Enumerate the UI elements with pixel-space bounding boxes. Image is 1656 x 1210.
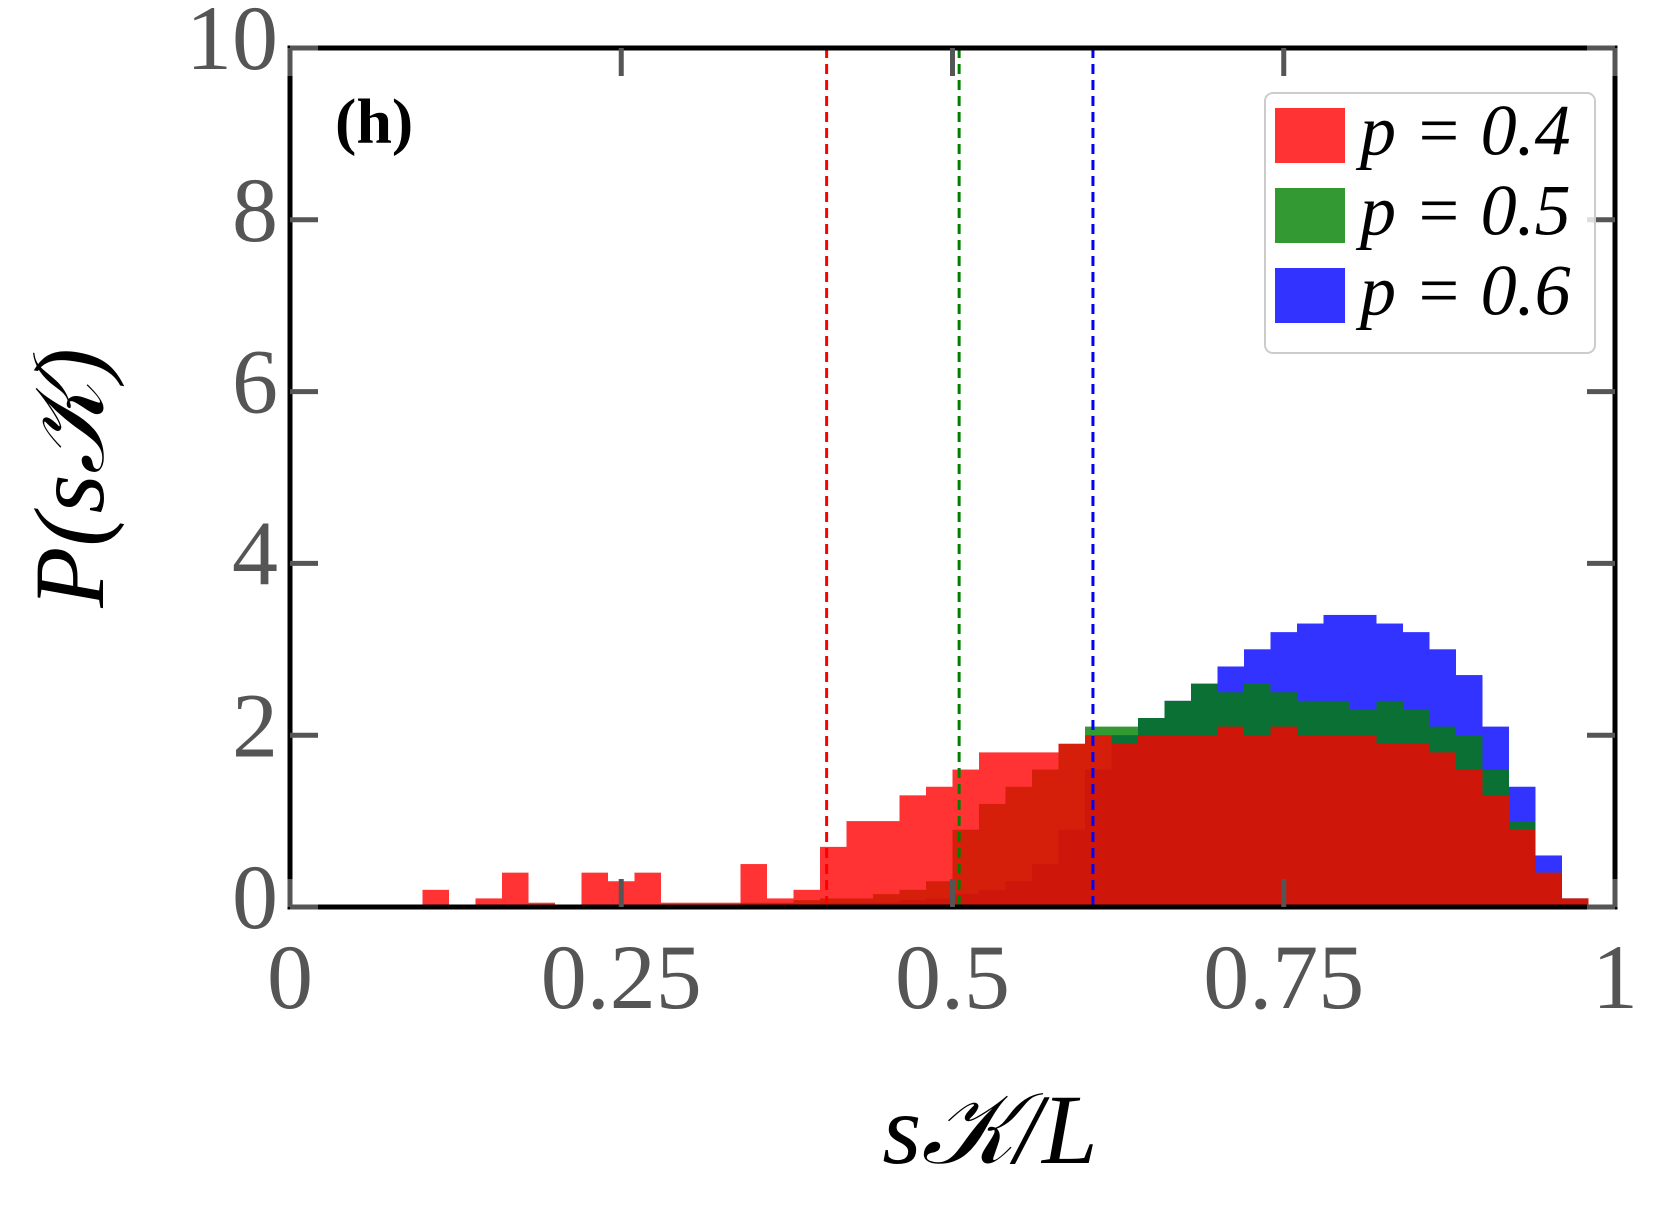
histogram-bar	[1429, 752, 1456, 907]
y-tick-label: 10	[186, 0, 278, 89]
legend-label: p = 0.5	[1355, 171, 1571, 251]
x-tick-label: 0.25	[541, 926, 702, 1028]
y-tick-label: 8	[232, 159, 278, 261]
legend-swatch	[1275, 268, 1345, 323]
histogram-bar	[1323, 735, 1350, 907]
histogram-bar	[1509, 829, 1536, 907]
histogram-bar	[820, 846, 847, 907]
legend-swatch	[1275, 188, 1345, 243]
histogram-bar	[873, 821, 900, 907]
histogram-bar	[1535, 872, 1562, 907]
y-tick-label: 0	[232, 846, 278, 948]
histogram-bar	[1217, 726, 1244, 907]
histogram-bar	[1562, 898, 1589, 907]
histogram-bar	[1403, 743, 1430, 907]
histogram-bar	[1138, 735, 1165, 907]
histogram-bar	[979, 752, 1006, 907]
histogram-bar	[502, 872, 529, 907]
histogram-bar	[767, 898, 794, 907]
histogram-bar	[1244, 735, 1271, 907]
histogram-bar	[1270, 726, 1297, 907]
annotation: (h)	[335, 86, 413, 157]
x-tick-label: 1	[1592, 926, 1638, 1028]
histogram-bar	[1482, 795, 1509, 907]
histogram-bar	[581, 872, 608, 907]
legend-box	[1264, 92, 1596, 354]
y-tick-label: 2	[232, 674, 278, 776]
histogram-bar	[846, 821, 873, 907]
y-tick-label: 4	[232, 503, 278, 605]
histogram-bar	[1111, 743, 1138, 907]
legend-swatch	[1275, 108, 1345, 163]
histogram-bar	[1376, 743, 1403, 907]
histogram-bar	[422, 889, 449, 907]
legend-label: p = 0.6	[1355, 251, 1571, 331]
x-tick-label: 0.5	[895, 926, 1010, 1028]
y-axis-label: P(s𝒦)	[14, 348, 125, 609]
x-tick-label: 0	[267, 926, 313, 1028]
histogram-bar	[1005, 752, 1032, 907]
histogram-bar	[1058, 743, 1085, 907]
y-tick-label: 6	[232, 331, 278, 433]
histogram-bar	[1456, 769, 1483, 907]
histogram-bar	[1297, 735, 1324, 907]
histogram-bar	[899, 795, 926, 907]
histogram-bar	[1350, 735, 1377, 907]
x-axis-label: s𝒦/L	[882, 1074, 1097, 1185]
legend-label: p = 0.4	[1355, 91, 1571, 171]
histogram-bar	[634, 872, 661, 907]
histogram-bar	[793, 889, 820, 907]
x-tick-label: 0.75	[1203, 926, 1364, 1028]
histogram-bar	[926, 786, 953, 907]
histogram-bar	[1085, 735, 1112, 907]
histogram-bar	[952, 769, 979, 907]
histogram-bar	[740, 864, 767, 907]
histogram-bar	[475, 898, 502, 907]
histogram-bar	[1191, 735, 1218, 907]
histogram-bar	[1032, 752, 1059, 907]
histogram-bar	[1164, 735, 1191, 907]
